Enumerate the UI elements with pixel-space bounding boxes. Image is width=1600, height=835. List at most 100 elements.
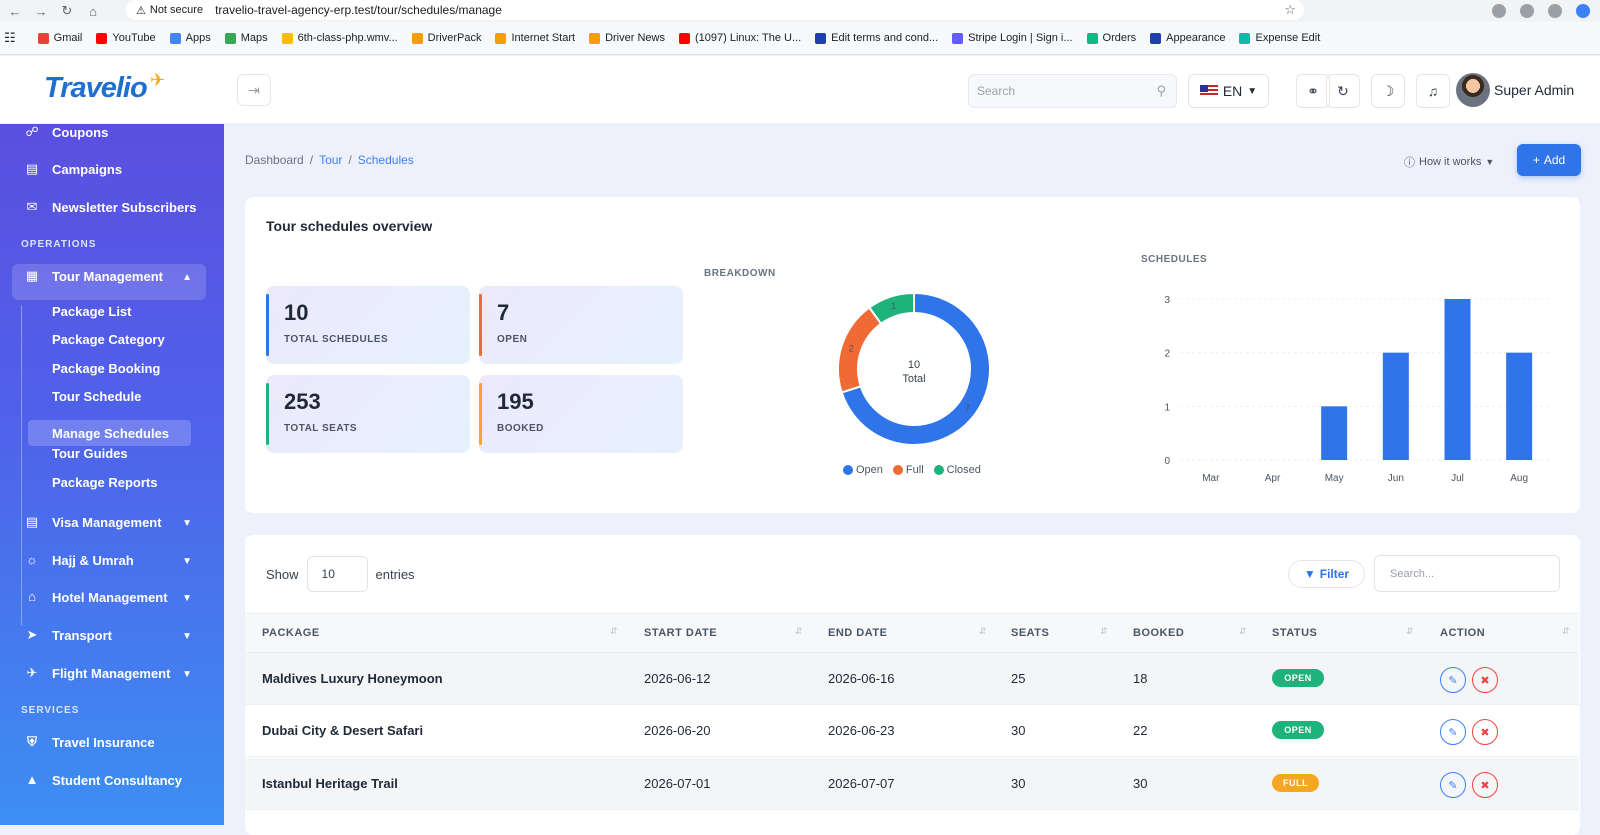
chevron-down-icon[interactable]: ▼ (182, 518, 192, 529)
how-it-works-button[interactable]: ⓘ How it works ▼ (1404, 154, 1494, 170)
sidebar-subitem-tour-guides[interactable]: Tour Guides (52, 446, 128, 461)
entries-select[interactable]: 10 (306, 556, 368, 592)
forward-icon[interactable]: → (34, 3, 48, 19)
sidebar-item-campaigns[interactable]: ▤ Campaigns (24, 161, 122, 177)
col-booked[interactable]: BOOKED (1133, 627, 1185, 639)
bookmark-item[interactable]: Orders (1086, 32, 1136, 44)
bookmark-item[interactable]: Expense Edit (1239, 32, 1320, 44)
donut-slice-full[interactable] (837, 306, 883, 394)
reload-icon[interactable]: ↻ (61, 3, 73, 18)
donut-slice-closed[interactable] (867, 291, 915, 326)
sidebar-item-newsletter[interactable]: ✉ Newsletter Subscribers (24, 199, 197, 215)
bookmark-item[interactable]: 6th-class-php.wmv... (281, 32, 398, 44)
sidebar-item-visa[interactable]: ▤ Visa Management (24, 514, 162, 530)
table-row[interactable]: Dubai City & Desert Safari 2026-06-20 2026… (245, 705, 1579, 757)
col-end-date[interactable]: END DATE (828, 627, 888, 639)
sidebar-subitem-package-reports[interactable]: Package Reports (52, 475, 158, 490)
chevron-up-icon[interactable]: ▲ (182, 272, 192, 283)
sidebar-subitem-package-booking[interactable]: Package Booking (52, 361, 161, 376)
sort-icon[interactable]: ⇵ (1406, 626, 1414, 636)
sidebar-item-coupons[interactable]: ☍ Coupons (24, 124, 108, 140)
user-name[interactable]: Super Admin (1494, 82, 1575, 98)
breadcrumb-dashboard[interactable]: Dashboard (245, 153, 304, 167)
address-bar[interactable]: ⚠ Not secure travelio-travel-agency-erp.… (126, 0, 1304, 20)
sidebar-subitem-tour-schedule[interactable]: Tour Schedule (52, 389, 142, 404)
edit-icon[interactable]: ✎ (1440, 667, 1466, 693)
bookmark-item[interactable]: Maps (224, 32, 268, 44)
stat-booked: 195 BOOKED (479, 375, 683, 453)
table-row[interactable]: Maldives Luxury Honeymoon 2026-06-12 2026-… (245, 653, 1579, 705)
avatar[interactable] (1456, 73, 1490, 107)
legend-item[interactable]: Open (843, 464, 883, 476)
delete-icon[interactable]: ✖ (1472, 719, 1498, 745)
bookmark-item[interactable]: Appearance (1150, 32, 1225, 44)
extension-icon[interactable] (1520, 4, 1534, 18)
sidebar-item-transport[interactable]: ➤ Transport (24, 627, 112, 643)
sidebar-subitem-package-list[interactable]: Package List (52, 304, 132, 319)
refresh-icon[interactable]: ↻ (1326, 74, 1360, 108)
table-row[interactable]: Istanbul Heritage Trail 2026-07-01 2026-07… (245, 758, 1579, 810)
bar-aug[interactable] (1506, 352, 1533, 460)
y-tick-label: 1 (1164, 402, 1170, 413)
globe-icon[interactable]: ⚭ (1296, 74, 1330, 108)
bookmark-item[interactable]: Internet Start (495, 32, 575, 44)
bookmark-item[interactable]: Stripe Login | Sign i... (952, 32, 1073, 44)
extension-icon[interactable] (1492, 4, 1506, 18)
profile-icon[interactable] (1576, 4, 1590, 18)
legend-item[interactable]: Closed (933, 464, 981, 476)
bookmark-item[interactable]: (1097) Linux: The U... (678, 32, 801, 44)
dark-mode-icon[interactable]: ☽ (1371, 74, 1405, 108)
edit-icon[interactable]: ✎ (1440, 719, 1466, 745)
donut-slice-open[interactable] (840, 291, 991, 446)
apps-grid-icon[interactable]: ☷ (4, 30, 16, 45)
bar-jul[interactable] (1444, 299, 1471, 460)
sidebar-item-tour-management[interactable]: ▦ Tour Management (24, 268, 163, 284)
bookmark-item[interactable]: Apps (169, 32, 211, 44)
bar-may[interactable] (1321, 406, 1348, 460)
logo[interactable]: Travelio (44, 72, 148, 104)
sort-icon[interactable]: ⇵ (1239, 626, 1247, 636)
chevron-down-icon[interactable]: ▼ (182, 556, 192, 567)
sort-icon[interactable]: ⇵ (1100, 626, 1108, 636)
bookmark-star-icon[interactable]: ☆ (1284, 2, 1296, 17)
sidebar-item-flight[interactable]: ✈ Flight Management (24, 665, 171, 681)
sidebar-item-student-consultancy[interactable]: ▲ Student Consultancy (24, 772, 182, 788)
bookmark-item[interactable]: DriverPack (411, 32, 481, 44)
chevron-down-icon[interactable]: ▼ (182, 631, 192, 642)
col-package[interactable]: PACKAGE (262, 627, 320, 639)
language-selector[interactable]: EN ▼ (1188, 74, 1269, 108)
sidebar-subitem-manage-schedules[interactable]: Manage Schedules (52, 426, 170, 441)
sidebar-item-travel-insurance[interactable]: ⛨ Travel Insurance (24, 734, 155, 750)
sort-icon[interactable]: ⇵ (610, 626, 618, 636)
extension-icon[interactable] (1548, 4, 1562, 18)
home-icon[interactable]: ⌂ (89, 3, 97, 19)
sidebar-subitem-package-category[interactable]: Package Category (52, 332, 165, 347)
back-icon[interactable]: ← (8, 3, 22, 19)
header-search-input[interactable]: Search ⚲ (968, 74, 1177, 108)
sidebar-item-hotel[interactable]: ⌂ Hotel Management (24, 589, 168, 605)
sort-icon[interactable]: ⇵ (795, 626, 803, 636)
sort-icon[interactable]: ⇵ (1562, 626, 1570, 636)
filter-button[interactable]: ▼ Filter (1288, 560, 1365, 588)
sidebar-toggle-button[interactable]: ⇥ (237, 74, 271, 106)
breadcrumb-tour[interactable]: Tour (319, 153, 343, 167)
table-search-input[interactable]: Search... (1374, 555, 1560, 592)
delete-icon[interactable]: ✖ (1472, 667, 1498, 693)
delete-icon[interactable]: ✖ (1472, 772, 1498, 798)
chevron-down-icon[interactable]: ▼ (182, 593, 192, 604)
bookmark-item[interactable]: Gmail (37, 32, 82, 44)
col-seats[interactable]: SEATS (1011, 627, 1050, 639)
bookmark-item[interactable]: YouTube (96, 32, 156, 44)
col-status[interactable]: STATUS (1272, 627, 1318, 639)
notification-bell-icon[interactable]: ♫ (1416, 74, 1450, 108)
col-start-date[interactable]: START DATE (644, 627, 718, 639)
add-button[interactable]: + Add (1517, 144, 1581, 176)
chevron-down-icon[interactable]: ▼ (182, 669, 192, 680)
bar-jun[interactable] (1382, 352, 1409, 460)
legend-item[interactable]: Full (892, 464, 924, 476)
sidebar-item-hajj[interactable]: ☼ Hajj & Umrah (24, 552, 134, 568)
sort-icon[interactable]: ⇵ (979, 626, 987, 636)
bookmark-item[interactable]: Edit terms and cond... (815, 32, 938, 44)
bookmark-item[interactable]: Driver News (589, 32, 665, 44)
edit-icon[interactable]: ✎ (1440, 772, 1466, 798)
